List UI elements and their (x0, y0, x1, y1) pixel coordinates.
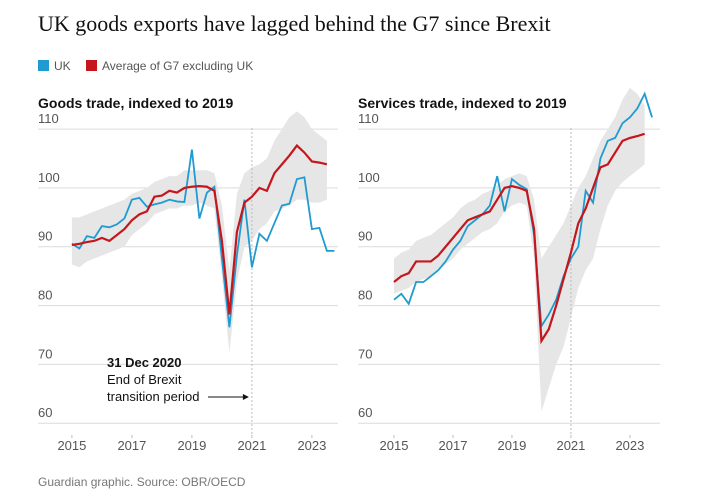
y-tick-label: 60 (38, 405, 52, 420)
series-line (393, 132, 645, 345)
panel-title: Goods trade, indexed to 2019 (38, 95, 233, 111)
x-tick-label: 2023 (615, 438, 644, 453)
x-tick-label: 2017 (117, 438, 146, 453)
series-line (71, 149, 335, 328)
y-tick-label: 110 (358, 111, 379, 126)
y-tick-label: 70 (38, 346, 52, 361)
range-band (393, 87, 645, 412)
y-tick-label: 100 (38, 170, 60, 185)
y-tick-label: 60 (358, 405, 372, 420)
series-line (71, 143, 328, 315)
y-tick-label: 100 (358, 170, 380, 185)
annotation: End of Brexit (107, 372, 182, 387)
chart-title: UK goods exports have lagged behind the … (38, 11, 551, 36)
x-tick-label: 2021 (556, 438, 585, 453)
x-tick-label: 2019 (497, 438, 526, 453)
range-band (71, 111, 327, 353)
legend-swatch (86, 60, 97, 71)
y-tick-label: 80 (358, 288, 372, 303)
annotation: transition period (107, 389, 200, 404)
x-tick-label: 2021 (237, 438, 266, 453)
y-tick-label: 110 (38, 111, 59, 126)
source: Guardian graphic. Source: OBR/OECD (38, 475, 246, 489)
annotation-arrowhead (242, 394, 249, 400)
y-tick-label: 80 (38, 288, 52, 303)
legend-swatch (38, 60, 49, 71)
legend-label: Average of G7 excluding UK (102, 59, 253, 73)
x-tick-label: 2015 (380, 438, 409, 453)
x-tick-label: 2019 (177, 438, 206, 453)
panel-title: Services trade, indexed to 2019 (358, 95, 567, 111)
y-tick-label: 70 (358, 346, 372, 361)
series-line (393, 91, 653, 329)
y-tick-label: 90 (358, 229, 372, 244)
x-tick-label: 2017 (439, 438, 468, 453)
x-tick-label: 2023 (297, 438, 326, 453)
legend-label: UK (54, 59, 71, 73)
x-tick-label: 2015 (57, 438, 86, 453)
annotation: 31 Dec 2020 (107, 355, 181, 370)
y-tick-label: 90 (38, 229, 52, 244)
